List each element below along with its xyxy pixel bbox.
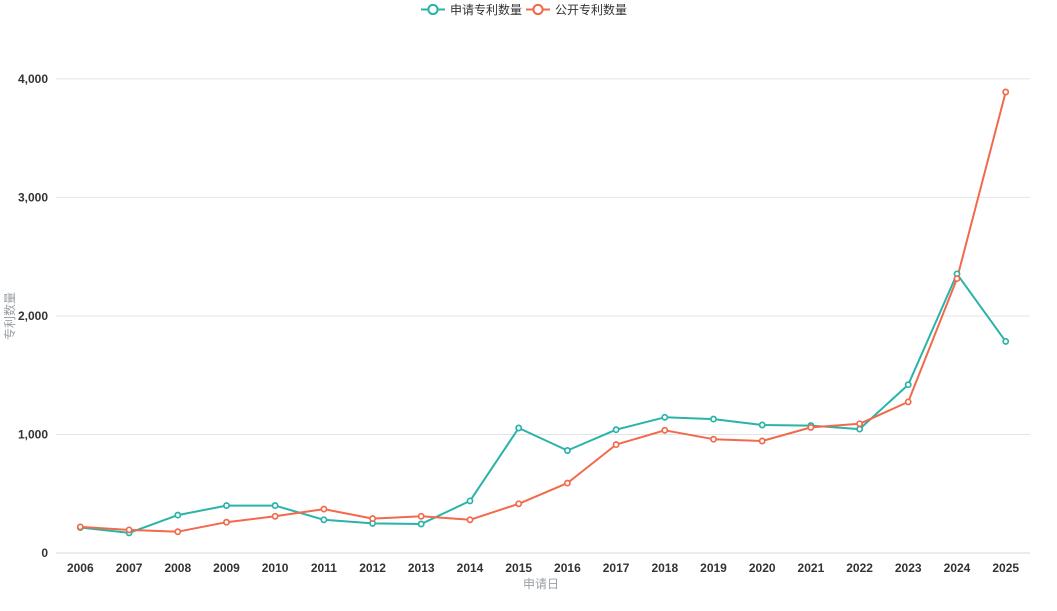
svg-text:2023: 2023 (895, 561, 922, 575)
svg-text:专利数量: 专利数量 (2, 292, 17, 340)
svg-text:2013: 2013 (408, 561, 435, 575)
svg-text:公开专利数量: 公开专利数量 (555, 2, 627, 17)
svg-text:3,000: 3,000 (18, 190, 48, 204)
svg-text:申请专利数量: 申请专利数量 (450, 2, 522, 17)
svg-text:2016: 2016 (554, 561, 581, 575)
svg-text:2012: 2012 (359, 561, 386, 575)
svg-text:申请日: 申请日 (523, 577, 559, 591)
svg-text:4,000: 4,000 (18, 72, 48, 86)
svg-text:2018: 2018 (651, 561, 678, 575)
svg-text:2010: 2010 (262, 561, 289, 575)
svg-text:2014: 2014 (457, 561, 484, 575)
svg-text:2025: 2025 (992, 561, 1019, 575)
svg-text:0: 0 (41, 546, 48, 560)
svg-text:2008: 2008 (164, 561, 191, 575)
svg-text:2007: 2007 (116, 561, 143, 575)
svg-text:2024: 2024 (944, 561, 971, 575)
svg-text:2021: 2021 (798, 561, 825, 575)
svg-text:2,000: 2,000 (18, 309, 48, 323)
svg-text:1,000: 1,000 (18, 428, 48, 442)
svg-text:2019: 2019 (700, 561, 727, 575)
svg-text:2006: 2006 (67, 561, 94, 575)
svg-text:2022: 2022 (846, 561, 873, 575)
svg-text:2020: 2020 (749, 561, 776, 575)
svg-text:2015: 2015 (505, 561, 532, 575)
svg-text:2011: 2011 (311, 561, 337, 575)
svg-text:2017: 2017 (603, 561, 630, 575)
svg-text:2009: 2009 (213, 561, 240, 575)
